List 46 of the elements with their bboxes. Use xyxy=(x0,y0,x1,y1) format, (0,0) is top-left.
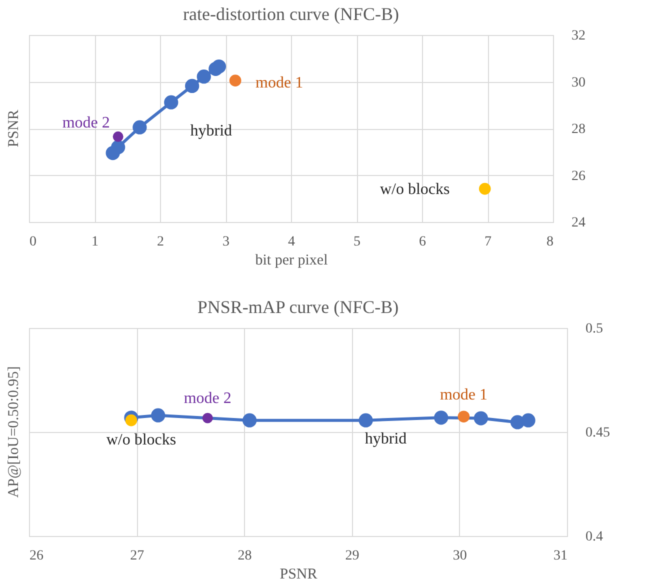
x-tick-label: 31 xyxy=(554,548,568,564)
x-tick-label: 1 xyxy=(92,234,98,250)
y-tick-label: 0.45 xyxy=(586,426,610,440)
x-tick-label: 4 xyxy=(288,234,295,250)
y-axis-title: PSNR xyxy=(6,110,22,148)
x-axis-title: PSNR xyxy=(280,566,318,582)
series-label: mode 1 xyxy=(440,386,488,404)
point xyxy=(478,182,491,195)
y-tick-label: 24 xyxy=(572,216,586,230)
x-tick-label: 5 xyxy=(354,234,360,250)
series-label: mode 1 xyxy=(256,74,304,92)
point xyxy=(229,74,242,86)
point xyxy=(185,78,200,94)
x-tick-label: 3 xyxy=(222,234,230,250)
x-tick-label: 0 xyxy=(30,234,36,250)
series-label: w/o blocks xyxy=(106,431,176,448)
point xyxy=(112,131,124,142)
x-tick-label: 6 xyxy=(419,234,426,250)
y-tick-label: 0.5 xyxy=(586,322,603,336)
chart-title: PNSR-mAP curve (NFC-B) xyxy=(197,297,399,317)
point xyxy=(212,60,226,74)
point xyxy=(196,70,211,84)
x-tick-label: 29 xyxy=(345,548,360,564)
series-label: hybrid xyxy=(364,430,407,448)
y-axis-title: AP@[IoU=0.50:0.95] xyxy=(6,366,22,498)
x-tick-label: 7 xyxy=(484,234,492,250)
x-tick-label: 2 xyxy=(157,234,164,250)
x-axis-title: bit per pixel xyxy=(255,252,328,268)
x-tick-label: 27 xyxy=(130,548,144,564)
series-label: w/o blocks xyxy=(380,180,450,198)
x-tick-label: 26 xyxy=(30,548,44,564)
y-tick-label: 28 xyxy=(572,122,586,137)
series-label: mode 2 xyxy=(184,390,232,408)
point xyxy=(132,120,147,134)
y-tick-label: 26 xyxy=(572,168,586,184)
x-tick-label: 28 xyxy=(238,548,252,564)
point xyxy=(164,95,178,110)
series-label: hybrid xyxy=(190,122,232,140)
y-tick-label: 32 xyxy=(572,28,586,44)
point xyxy=(111,140,126,154)
chart-title: rate-distortion curve (NFC-B) xyxy=(183,4,399,24)
y-tick-label: 0.4 xyxy=(586,530,603,544)
y-tick-label: 30 xyxy=(572,75,586,90)
series-label: mode 2 xyxy=(62,114,110,132)
x-tick-label: 30 xyxy=(452,548,467,564)
x-tick-label: 8 xyxy=(546,234,554,250)
